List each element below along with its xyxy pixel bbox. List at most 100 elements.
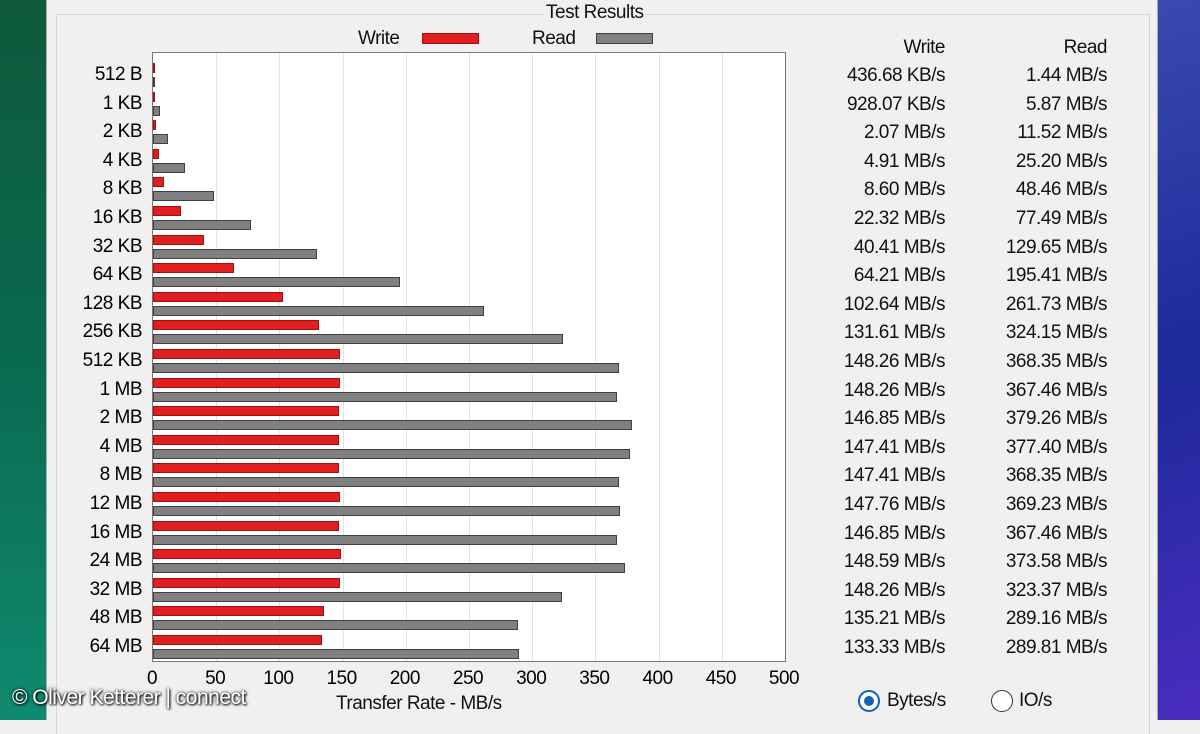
write-value: 22.32 MB/s <box>853 208 946 229</box>
category-label: 512 B <box>94 64 143 85</box>
category-label: 2 MB <box>99 407 143 429</box>
read-value: 261.73 MB/s <box>1005 293 1108 315</box>
x-tick-label: 50 <box>205 668 226 689</box>
write-value: 436.68 KB/s <box>846 65 946 86</box>
read-bar <box>153 134 168 145</box>
read-bar <box>153 506 620 516</box>
bytes-per-second-label[interactable]: Bytes/s <box>887 690 946 711</box>
read-value: 195.41 MB/s <box>1005 265 1108 287</box>
desktop-background-right <box>1158 0 1200 720</box>
io-per-second-radio[interactable] <box>991 690 1013 712</box>
read-value: 1.44 MB/s <box>1025 65 1108 86</box>
write-value: 4.91 MB/s <box>863 150 946 172</box>
x-tick-label: 500 <box>768 668 800 689</box>
write-bar <box>153 148 160 159</box>
legend-read-swatch <box>596 33 653 44</box>
read-value: 323.37 MB/s <box>1005 579 1108 601</box>
write-bar <box>153 234 205 245</box>
watermark: © Oliver Ketterer | connect <box>12 686 246 709</box>
x-tick-label: 250 <box>452 668 484 689</box>
write-bar <box>153 63 155 73</box>
x-tick-label: 400 <box>642 668 673 689</box>
read-bar <box>153 534 618 545</box>
write-value: 148.26 MB/s <box>843 379 946 401</box>
x-tick-label: 350 <box>579 668 610 689</box>
read-value: 77.49 MB/s <box>1015 208 1108 229</box>
read-value: 377.40 MB/s <box>1005 436 1108 458</box>
bytes-per-second-radio[interactable] <box>858 690 880 712</box>
write-value: 131.61 MB/s <box>843 322 946 344</box>
category-label: 128 KB <box>82 292 143 314</box>
write-value: 135.21 MB/s <box>843 608 946 630</box>
x-axis-label: Transfer Rate - MB/s <box>336 693 502 714</box>
category-label: 12 MB <box>89 493 143 514</box>
write-bar <box>153 91 155 102</box>
write-bar <box>153 177 164 188</box>
read-value: 324.15 MB/s <box>1005 322 1108 344</box>
write-value: 147.41 MB/s <box>843 436 946 458</box>
write-value: 148.59 MB/s <box>843 551 946 573</box>
read-value: 373.58 MB/s <box>1005 551 1108 573</box>
io-per-second-label[interactable]: IO/s <box>1019 690 1052 711</box>
read-bar <box>153 334 563 345</box>
write-value: 146.85 MB/s <box>843 522 946 544</box>
category-label: 24 MB <box>89 550 143 572</box>
write-bar <box>153 434 340 445</box>
read-bar <box>153 105 161 116</box>
read-value: 289.81 MB/s <box>1005 637 1108 658</box>
category-label: 32 KB <box>92 235 143 257</box>
write-value: 928.07 KB/s <box>846 93 946 115</box>
write-value: 64.21 MB/s <box>853 265 946 287</box>
category-label: 4 KB <box>102 149 143 171</box>
write-bar <box>153 377 341 388</box>
gridline <box>658 53 660 661</box>
gridline <box>595 53 597 661</box>
write-bar <box>153 320 320 331</box>
category-label: 8 KB <box>102 178 143 200</box>
write-bar <box>153 406 339 417</box>
write-value: 8.60 MB/s <box>863 179 946 201</box>
read-bar <box>153 248 317 259</box>
category-label: 64 KB <box>92 264 143 286</box>
read-bar <box>153 305 484 316</box>
category-label: 2 KB <box>102 121 143 143</box>
read-bar <box>153 77 155 87</box>
read-value: 289.16 MB/s <box>1005 608 1108 630</box>
write-value: 102.64 MB/s <box>843 293 946 315</box>
read-value: 367.46 MB/s <box>1005 522 1108 544</box>
read-value: 48.46 MB/s <box>1015 179 1108 201</box>
read-bar <box>153 477 619 488</box>
read-value: 367.46 MB/s <box>1005 379 1108 401</box>
write-value: 147.41 MB/s <box>843 465 946 487</box>
read-value: 5.87 MB/s <box>1025 93 1108 115</box>
category-label: 32 MB <box>89 578 143 600</box>
plot-area <box>152 52 786 662</box>
write-value: 148.26 MB/s <box>843 579 946 601</box>
category-label: 8 MB <box>99 464 143 486</box>
read-bar <box>153 391 618 402</box>
write-bar <box>153 120 156 131</box>
gridline <box>721 53 723 661</box>
read-value: 368.35 MB/s <box>1005 465 1108 487</box>
write-value: 133.33 MB/s <box>843 637 946 658</box>
read-value: 369.23 MB/s <box>1005 494 1108 515</box>
write-bar <box>153 577 341 588</box>
legend-write-label: Write <box>358 28 400 49</box>
read-bar <box>153 448 631 459</box>
gridline <box>469 53 470 661</box>
write-bar <box>153 492 340 502</box>
write-bar <box>153 263 235 274</box>
chart-title: Test Results <box>544 2 646 24</box>
write-bar <box>153 349 341 359</box>
read-bar <box>153 591 562 602</box>
category-label: 64 MB <box>89 636 143 657</box>
category-label: 48 MB <box>89 607 143 629</box>
x-tick-label: 450 <box>705 668 737 689</box>
write-value: 148.26 MB/s <box>843 351 946 372</box>
category-label: 16 MB <box>89 521 143 543</box>
category-label: 256 KB <box>82 321 143 343</box>
read-value: 368.35 MB/s <box>1005 351 1108 372</box>
category-label: 16 KB <box>92 207 143 228</box>
read-bar <box>153 363 619 373</box>
category-label: 1 MB <box>99 378 143 400</box>
